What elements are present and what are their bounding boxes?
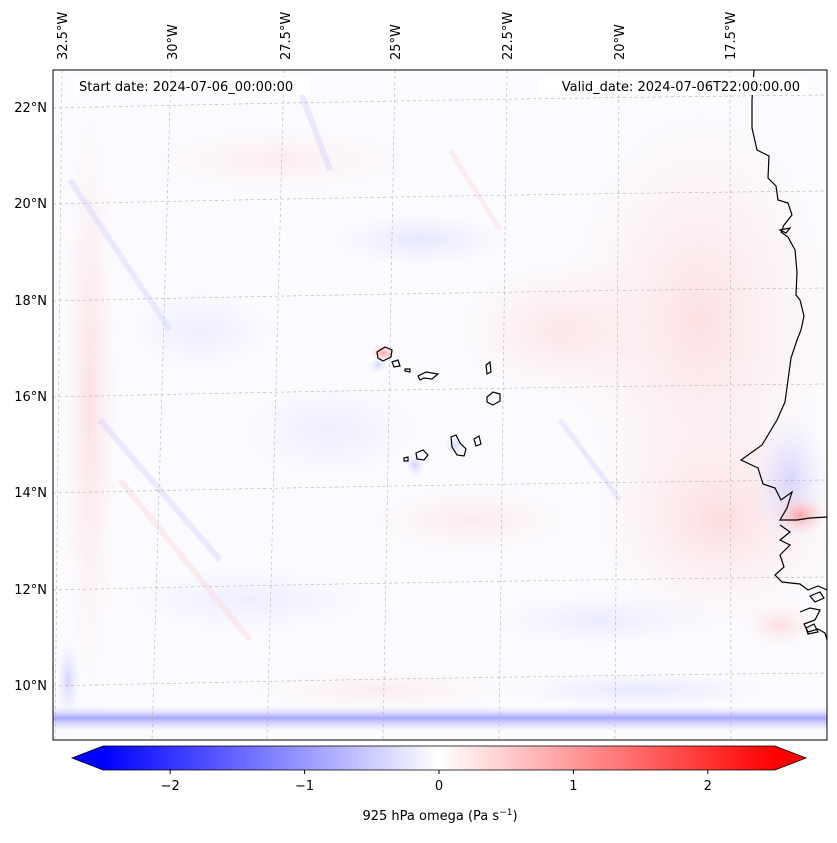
coastal-island [809, 591, 825, 603]
island-sao-nicolau [417, 371, 440, 381]
meridian-line [151, 70, 172, 740]
meridian-line [614, 70, 620, 740]
colorbar-tick-label: 2 [704, 779, 712, 794]
lat-label: 10°N [14, 679, 47, 694]
lat-label: 16°N [14, 390, 47, 405]
field-patch [470, 590, 730, 650]
lat-label: 12°N [14, 583, 47, 598]
colorbar-max-extend [775, 746, 806, 770]
field-patch [490, 670, 790, 710]
field-patch [120, 120, 440, 200]
parallel-line [53, 576, 827, 591]
meridian-line [54, 70, 63, 740]
island-santiago [450, 434, 467, 457]
field-patch [320, 210, 520, 270]
island-sal [485, 360, 492, 375]
latitude-labels: 22°N 20°N 18°N 16°N 14°N 12°N 10°N [14, 101, 47, 694]
coastal-island [805, 623, 819, 635]
lon-label: 32.5°W [56, 12, 71, 60]
parallel-line [53, 479, 827, 494]
island-boa-vista [486, 391, 501, 406]
meridian-line [498, 70, 508, 740]
lat-label: 18°N [14, 294, 47, 309]
field-patch [60, 70, 120, 730]
island-santo-antao [376, 346, 393, 362]
colorbar-outline [70, 745, 808, 771]
field-band [53, 706, 827, 730]
colorbar: −2 −1 0 1 2 925 hPa omega (Pa s−1) [70, 745, 808, 824]
valid-date-box [540, 77, 808, 95]
island-brava [403, 456, 409, 462]
lat-label: 14°N [14, 486, 47, 501]
field-patch [220, 665, 540, 715]
parallel-line [53, 94, 827, 109]
colorbar-units: Pa s [473, 809, 499, 824]
parallel-line [53, 287, 827, 302]
colorbar-ticks: −2 −1 0 1 2 [161, 770, 712, 794]
coastal-island [778, 227, 792, 234]
lon-label: 27.5°W [279, 12, 294, 60]
colorbar-tick-label: −1 [295, 779, 314, 794]
colorbar-tick-label: 0 [435, 779, 443, 794]
colorbar-units-exponent: −1 [499, 808, 512, 818]
colorbar-label: 925 hPa omega (Pa s−1) [362, 808, 517, 824]
africa-coast-south [799, 607, 827, 641]
meridian-line [266, 70, 285, 740]
lon-label: 17.5°W [724, 12, 739, 60]
graticule [53, 70, 827, 740]
field-patch [110, 280, 290, 380]
start-date-label: Start date: 2024-07-06_00:00:00 [79, 80, 293, 95]
cape-verde-islands [376, 346, 501, 462]
omega-field [53, 70, 827, 730]
field-patch [740, 600, 820, 650]
parallel-line [53, 383, 827, 398]
africa-coastline [739, 70, 827, 521]
meridian-line [382, 70, 396, 740]
lon-label: 25°W [389, 24, 404, 60]
field-patch [100, 560, 400, 640]
gambia-coast [774, 524, 827, 591]
meridian-line [729, 70, 732, 740]
map-panel: Start date: 2024-07-06_00:00:00 Valid_da… [52, 69, 828, 741]
field-patch [56, 640, 80, 720]
field-patch [772, 495, 827, 535]
map-frame [52, 69, 828, 741]
island-sao-vicente [391, 359, 401, 368]
valid-date-label: Valid_date: 2024-07-06T22:00:00.00 [562, 80, 800, 95]
island-santa-luzia [404, 368, 411, 373]
field-patch [220, 370, 440, 490]
lon-label: 22.5°W [501, 12, 516, 60]
island-fogo [415, 449, 429, 461]
lon-label: 20°W [613, 24, 628, 60]
field-patch [443, 435, 467, 455]
field-patch [440, 250, 680, 410]
colorbar-tick-label: −2 [161, 779, 180, 794]
colorbar-min-extend [72, 746, 103, 770]
lon-label: 30°W [166, 24, 181, 60]
lat-label: 20°N [14, 197, 47, 212]
field-streaks [67, 88, 622, 642]
longitude-labels: 32.5°W 30°W 27.5°W 25°W 22.5°W 20°W 17.5… [56, 12, 739, 60]
island-maio [473, 435, 482, 447]
field-patch [350, 480, 590, 560]
start-date-box [73, 77, 309, 95]
colorbar-field-name: 925 hPa omega [362, 809, 463, 824]
colorbar-gradient [103, 746, 775, 770]
colorbar-tick-label: 1 [569, 779, 577, 794]
coastlines [739, 70, 827, 641]
lat-label: 22°N [14, 101, 47, 116]
parallel-line [53, 190, 827, 205]
parallel-line [53, 672, 827, 687]
